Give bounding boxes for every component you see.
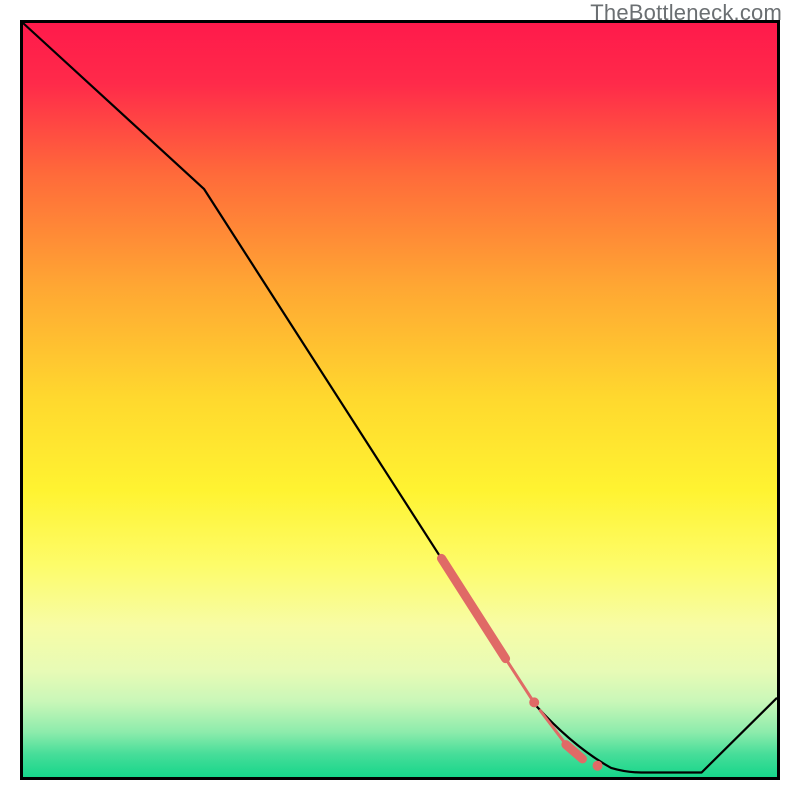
highlight-dot <box>529 697 539 707</box>
plot-svg <box>20 20 780 780</box>
chart-canvas: TheBottleneck.com <box>0 0 800 800</box>
gradient-background <box>23 23 777 777</box>
plot-area <box>20 20 780 780</box>
watermark-text: TheBottleneck.com <box>590 0 782 26</box>
highlight-dot <box>593 761 603 771</box>
